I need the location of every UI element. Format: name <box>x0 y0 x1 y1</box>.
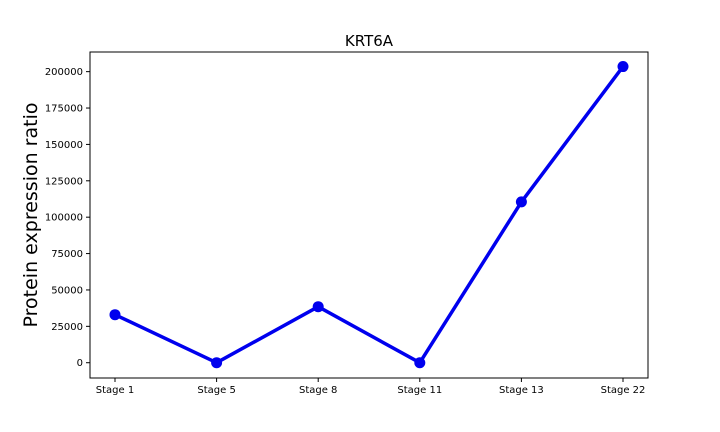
y-axis: 0 25000 50000 75000 100000 125000 150000 175000… <box>45 67 90 369</box>
data-point-marker <box>109 309 121 321</box>
x-tick-label: Stage 22 <box>601 385 646 396</box>
x-tick-label: Stage 1 <box>96 385 134 396</box>
data-point-marker <box>515 196 527 208</box>
y-tick-label: 200000 <box>45 67 83 78</box>
data-point-marker <box>312 301 324 313</box>
y-tick-label: 100000 <box>45 213 83 224</box>
x-tick-label: Stage 13 <box>499 385 544 396</box>
y-tick-label: 175000 <box>45 104 83 115</box>
series-line <box>114 65 625 365</box>
plot-area-frame <box>89 51 649 379</box>
data-point-marker <box>211 357 223 369</box>
y-axis-label: Protein expression ratio <box>20 103 42 328</box>
x-tick-label: Stage 11 <box>397 385 442 396</box>
x-tick-label: Stage 5 <box>197 385 235 396</box>
y-tick-label: 75000 <box>51 249 83 260</box>
y-tick-label: 25000 <box>51 322 83 333</box>
y-tick-label: 0 <box>77 358 83 369</box>
x-tick-label: Stage 8 <box>299 385 337 396</box>
data-point-marker <box>414 357 426 369</box>
data-point-marker <box>617 61 629 73</box>
series-layer <box>109 61 629 369</box>
chart-title: KRT6A <box>345 32 394 50</box>
y-tick-label: 50000 <box>51 285 83 296</box>
x-axis: Stage 1 Stage 5 Stage 8 Stage 11 Stage 13 Sta… <box>96 378 646 396</box>
y-tick-label: 125000 <box>45 176 83 187</box>
y-tick-label: 150000 <box>45 140 83 151</box>
